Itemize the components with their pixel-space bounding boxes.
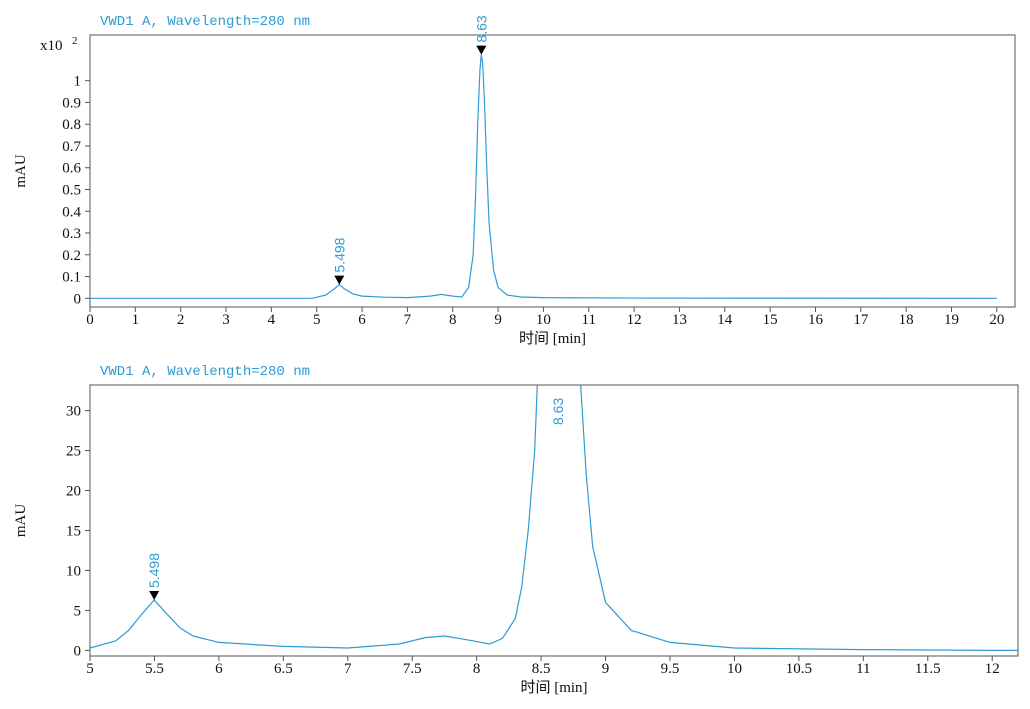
x-tick-label: 4 [268, 312, 276, 328]
x-tick-label: 12 [627, 312, 642, 328]
peak-label: 5.498 [331, 237, 347, 272]
x-tick-label: 8 [449, 312, 457, 328]
y-tick-label: 0 [74, 291, 82, 307]
y-tick-label: 0.6 [62, 161, 81, 177]
peak-marker [334, 275, 345, 285]
y-tick-label: 0.8 [62, 117, 81, 133]
x-tick-label: 7 [344, 661, 352, 677]
y-tick-label: 0.9 [62, 95, 81, 111]
x-tick-label: 9 [494, 312, 502, 328]
y-tick-label: 5 [74, 603, 82, 619]
x-tick-label: 10 [536, 312, 551, 328]
x-tick-label: 5 [86, 661, 94, 677]
x-tick-label: 12 [985, 661, 1000, 677]
y-tick-label: 0.7 [62, 139, 81, 155]
y-tick-label: 10 [66, 563, 81, 579]
x-axis-label: 时间 [min] [519, 330, 586, 347]
x-tick-label: 11 [582, 312, 596, 328]
peak-label: 8.63 [473, 15, 489, 42]
y-tick-label: 0.5 [62, 182, 81, 198]
x-tick-label: 1 [132, 312, 140, 328]
peak-label: 5.498 [146, 553, 162, 588]
x-tick-label: 20 [989, 312, 1004, 328]
x-tick-label: 9 [602, 661, 610, 677]
y-multiplier-exponent: 2 [72, 35, 78, 47]
y-axis-label: mAU [13, 154, 29, 188]
plot-area [90, 54, 997, 299]
x-tick-label: 17 [853, 312, 869, 328]
x-tick-label: 11 [856, 661, 870, 677]
y-tick-label: 0.1 [62, 270, 81, 286]
x-tick-label: 13 [672, 312, 687, 328]
x-tick-label: 18 [899, 312, 914, 328]
x-tick-label: 3 [222, 312, 230, 328]
x-tick-label: 8 [473, 661, 481, 677]
plot-frame [89, 34, 1016, 308]
x-tick-label: 16 [808, 312, 824, 328]
plot-frame [89, 384, 1019, 657]
plot-area [90, 385, 1018, 651]
x-tick-label: 6.5 [274, 661, 293, 677]
peak-marker [476, 45, 487, 55]
x-axis-label: 时间 [min] [520, 679, 587, 696]
x-tick-label: 14 [717, 312, 733, 328]
x-tick-label: 9.5 [661, 661, 680, 677]
y-tick-label: 25 [66, 444, 81, 460]
y-tick-label: 30 [66, 404, 81, 420]
x-tick-label: 11.5 [915, 661, 941, 677]
x-tick-label: 6 [215, 661, 223, 677]
signal-trace [90, 385, 1018, 651]
y-tick-label: 0.3 [62, 226, 81, 242]
x-tick-label: 15 [763, 312, 778, 328]
x-tick-label: 7 [404, 312, 412, 328]
x-tick-label: 6 [358, 312, 366, 328]
y-tick-label: 0.4 [62, 204, 81, 220]
x-tick-label: 7.5 [403, 661, 422, 677]
x-tick-label: 10 [727, 661, 742, 677]
y-tick-label: 15 [66, 523, 81, 539]
x-tick-label: 5.5 [145, 661, 164, 677]
y-axis-label: mAU [13, 504, 29, 538]
x-tick-label: 5 [313, 312, 321, 328]
y-tick-label: 0.2 [62, 248, 81, 264]
chart-title: VWD1 A, Wavelength=280 nm [100, 14, 310, 30]
x-tick-label: 8.5 [532, 661, 551, 677]
y-tick-label: 0 [74, 643, 82, 659]
y-tick-label: 20 [66, 484, 81, 500]
y-multiplier: x10 [40, 38, 63, 54]
x-tick-label: 2 [177, 312, 185, 328]
x-tick-label: 10.5 [786, 661, 812, 677]
x-tick-label: 0 [86, 312, 94, 328]
peak-label: 8.63 [550, 398, 566, 425]
signal-trace [90, 54, 997, 299]
chart-title: VWD1 A, Wavelength=280 nm [100, 364, 310, 380]
y-tick-label: 1 [74, 74, 82, 90]
peak-marker [149, 591, 160, 601]
x-tick-label: 19 [944, 312, 959, 328]
